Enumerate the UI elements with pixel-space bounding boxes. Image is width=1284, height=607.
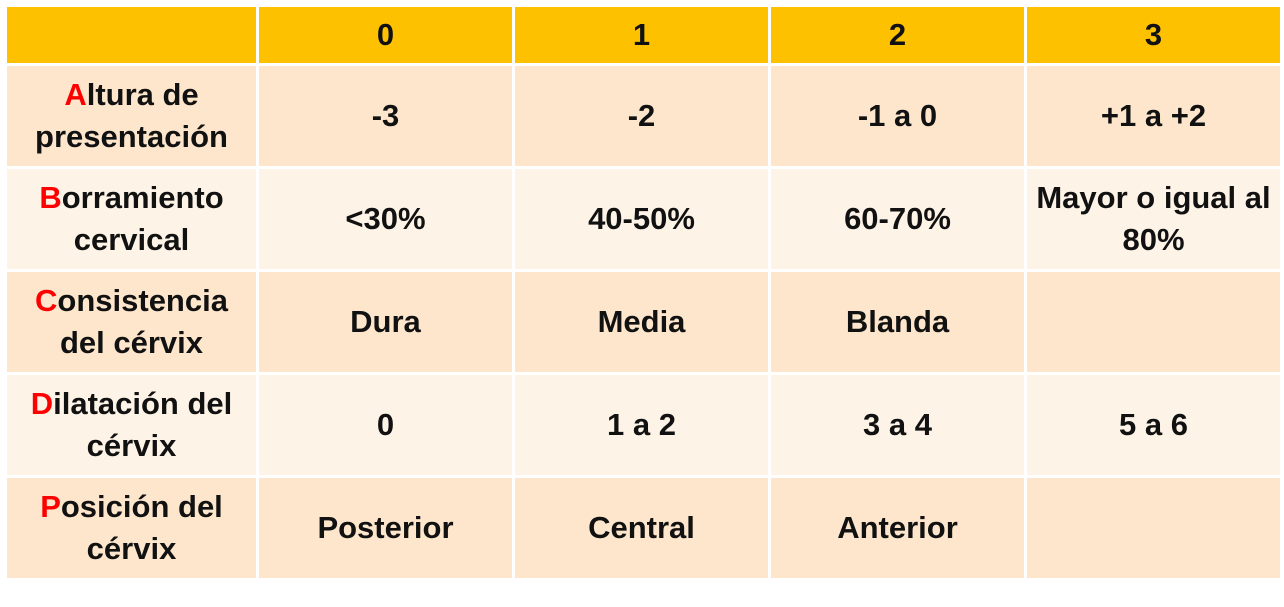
table-cell	[1024, 269, 1283, 375]
row-label: Consistencia del cérvix	[4, 269, 259, 375]
table-cell: 40-50%	[512, 166, 771, 272]
table-cell: <30%	[256, 166, 515, 272]
score-grid: 0 1 2 3 Altura de presentación -3 -2 -1 …	[4, 4, 1283, 581]
row-label-line2: cérvix	[86, 428, 177, 463]
header-score-0: 0	[256, 4, 515, 66]
row-label-rest: ltura de	[86, 77, 199, 113]
table-cell: Dura	[256, 269, 515, 375]
row-label-rest: ilatación del	[53, 386, 233, 422]
table-cell: -1 a 0	[768, 63, 1027, 169]
row-label-initial: P	[40, 489, 61, 525]
table-cell: 0	[256, 372, 515, 478]
table-cell: Anterior	[768, 475, 1027, 581]
table-row: Dilatación del cérvix 0 1 a 2 3 a 4 5 a …	[4, 372, 1283, 478]
table-cell: 3 a 4	[768, 372, 1027, 478]
table-cell: Mayor o igual al 80%	[1024, 166, 1283, 272]
table-row: Posición del cérvix Posterior Central An…	[4, 475, 1283, 581]
row-label: Dilatación del cérvix	[4, 372, 259, 478]
header-score-1: 1	[512, 4, 771, 66]
row-label-line2: cervical	[73, 222, 190, 257]
table-cell: 60-70%	[768, 166, 1027, 272]
row-label: Borramiento cervical	[4, 166, 259, 272]
header-row: 0 1 2 3	[4, 4, 1283, 66]
row-label-initial: B	[39, 180, 62, 216]
table-cell: Media	[512, 269, 771, 375]
table-cell: Blanda	[768, 269, 1027, 375]
table-cell: -2	[512, 63, 771, 169]
row-label: Altura de presentación	[4, 63, 259, 169]
row-label-initial: C	[35, 283, 58, 319]
bishop-score-table: 0 1 2 3 Altura de presentación -3 -2 -1 …	[4, 4, 1283, 581]
table-row: Altura de presentación -3 -2 -1 a 0 +1 a…	[4, 63, 1283, 169]
table-row: Borramiento cervical <30% 40-50% 60-70% …	[4, 166, 1283, 272]
row-label-rest: orramiento	[61, 180, 224, 216]
table-cell: 5 a 6	[1024, 372, 1283, 478]
table-cell: Central	[512, 475, 771, 581]
header-score-2: 2	[768, 4, 1027, 66]
row-label-initial: D	[30, 386, 54, 422]
table-cell: -3	[256, 63, 515, 169]
table-cell	[1024, 475, 1283, 581]
header-score-3: 3	[1024, 4, 1283, 66]
row-label: Posición del cérvix	[4, 475, 259, 581]
row-label-rest: onsistencia	[57, 283, 228, 319]
row-label-line2: cérvix	[86, 531, 177, 566]
table-row: Consistencia del cérvix Dura Media Bland…	[4, 269, 1283, 375]
row-label-initial: A	[64, 77, 87, 113]
row-label-rest: osición del	[60, 489, 223, 525]
table-cell: +1 a +2	[1024, 63, 1283, 169]
header-corner-cell	[4, 4, 259, 66]
table-cell: Posterior	[256, 475, 515, 581]
row-label-line2: presentación	[35, 119, 228, 154]
row-label-line2: del cérvix	[59, 325, 204, 360]
table-cell: 1 a 2	[512, 372, 771, 478]
